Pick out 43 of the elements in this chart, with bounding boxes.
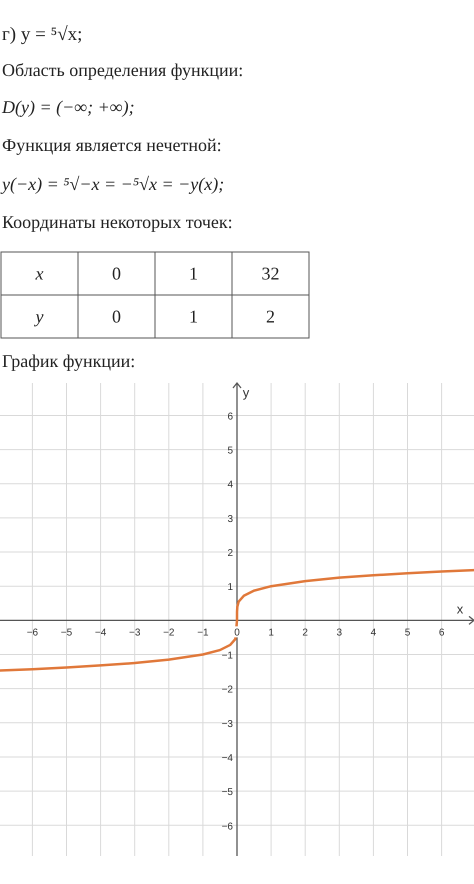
x-axis-title: x [456,601,464,616]
text: График функции: [2,351,136,371]
y-tick-label: 3 [227,514,234,525]
x-tick-label: 2 [302,627,308,638]
x-tick-label: −1 [197,627,210,638]
y-tick-label: −1 [222,650,234,662]
x-tick-label: −3 [128,627,141,638]
text: 0 [112,306,121,326]
x-tick-label: 6 [438,627,445,638]
line-series [0,568,474,672]
x-tick-label: 1 [268,627,274,638]
y-tick-label: −4 [222,752,234,764]
text: 32 [262,264,280,284]
text: D(y) = (−∞; +∞); [1,97,135,117]
x-tick-label: −4 [94,627,107,638]
text: x [34,264,44,284]
x-tick-label: −2 [163,627,175,638]
x-tick-label: −6 [26,627,39,638]
y-axis-title: y [242,385,250,400]
text: 1 [189,264,198,284]
y-tick-label: 2 [227,548,234,560]
y-tick-label: −6 [222,821,234,832]
y-tick-label: 1 [227,582,234,594]
text: y(−x) = ⁵√−x = −⁵√x = −y(x); [0,174,224,194]
y-tick-label: −3 [222,718,234,730]
y-tick-label: −5 [222,787,234,798]
text: Область определения функции: [2,60,244,80]
text: Координаты некоторых точек: [2,212,233,232]
y-tick-label: −2 [222,684,234,696]
x-tick-label: 0 [234,627,240,638]
x-tick-label: −5 [60,627,73,638]
text: Функция является нечетной: [2,135,222,155]
x-tick-label: 4 [370,627,377,638]
x-tick-label: 5 [404,627,411,638]
text: y [34,306,44,326]
y-tick-label: 5 [227,446,234,457]
x-tick-label: 3 [336,627,343,638]
text: 2 [266,306,275,326]
text: 1 [189,306,198,326]
y-tick-label: 6 [227,411,234,422]
y-tick-label: 4 [227,480,234,491]
chart-title: г) y = ⁵√x; [2,24,82,45]
text: 0 [112,264,121,284]
